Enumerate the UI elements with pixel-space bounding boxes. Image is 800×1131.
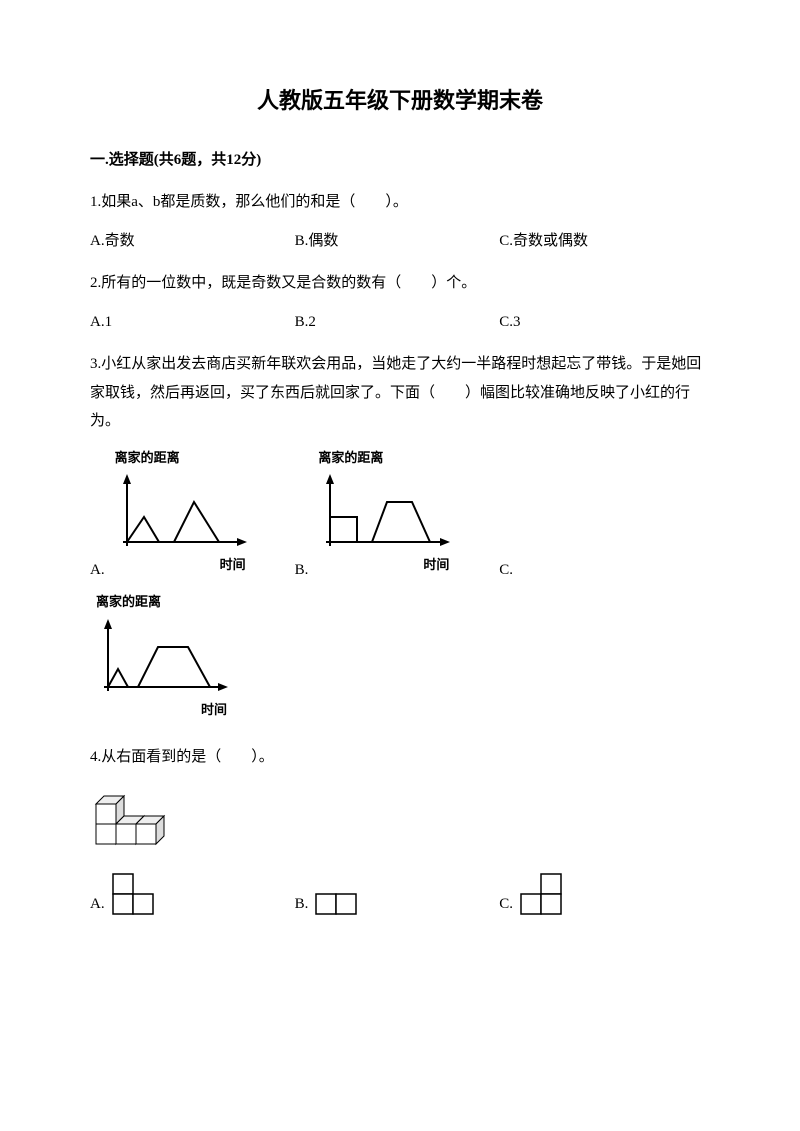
q2-text: 2.所有的一位数中，既是奇数又是合数的数有（ ）个。: [90, 269, 710, 298]
q1-opt-b: B.偶数: [295, 227, 500, 256]
q3-opt-c: C.: [499, 556, 704, 585]
q4-opt-c-label: C.: [499, 890, 513, 919]
q3-opt-a: A. 离家的距离 时间: [90, 446, 295, 584]
q3-chart-c-ylabel: 离家的距离: [96, 590, 235, 615]
q3-chart-a-svg: [109, 472, 254, 557]
q3-opt-b-label: B.: [295, 556, 309, 585]
q2-opt-a: A.1: [90, 308, 295, 337]
section-heading: 一.选择题(共6题，共12分): [90, 146, 710, 175]
question-3: 3.小红从家出发去商店买新年联欢会用品，当她走了大约一半路程时想起忘了带钱。于是…: [90, 350, 710, 728]
question-2: 2.所有的一位数中，既是奇数又是合数的数有（ ）个。 A.1 B.2 C.3: [90, 269, 710, 336]
q3-chart-a: 离家的距离 时间: [109, 446, 254, 578]
q1-options: A.奇数 B.偶数 C.奇数或偶数: [90, 227, 710, 256]
q3-opt-c-label: C.: [499, 556, 513, 585]
q2-opt-c: C.3: [499, 308, 704, 337]
q3-chart-c-xlabel: 时间: [90, 698, 235, 723]
q3-chart-b-xlabel: 时间: [312, 553, 457, 578]
q4-cube-svg: [90, 785, 190, 850]
q3-chart-c: 离家的距离 时间: [90, 590, 235, 722]
q1-opt-a: A.奇数: [90, 227, 295, 256]
question-4: 4.从右面看到的是（ ）。: [90, 743, 710, 919]
q3-text: 3.小红从家出发去商店买新年联欢会用品，当她走了大约一半路程时想起忘了带钱。于是…: [90, 350, 710, 436]
q4-shape-c: [519, 872, 569, 918]
q3-opt-b: B. 离家的距离 时间: [295, 446, 500, 584]
q3-opt-c-chart-wrap: 离家的距离 时间: [90, 590, 295, 728]
q3-chart-b-svg: [312, 472, 457, 557]
q4-shape-a: [111, 872, 161, 918]
q4-opt-a-label: A.: [90, 890, 105, 919]
q3-chart-a-xlabel: 时间: [109, 553, 254, 578]
q3-opt-a-label: A.: [90, 556, 105, 585]
q1-opt-c: C.奇数或偶数: [499, 227, 704, 256]
q4-opt-c: C.: [499, 872, 704, 918]
q2-options: A.1 B.2 C.3: [90, 308, 710, 337]
q3-options-row2: 离家的距离 时间: [90, 590, 710, 728]
q4-opt-b: B.: [295, 890, 500, 919]
q4-shape-b: [314, 892, 364, 918]
page-title: 人教版五年级下册数学期末卷: [90, 80, 710, 122]
q4-opt-b-label: B.: [295, 890, 309, 919]
q3-chart-c-svg: [90, 617, 235, 702]
q4-opt-a: A.: [90, 872, 295, 918]
q3-chart-a-ylabel: 离家的距离: [115, 446, 254, 471]
q4-cube-figure: [90, 785, 710, 850]
q1-text: 1.如果a、b都是质数，那么他们的和是（ ）。: [90, 188, 710, 217]
q3-chart-b: 离家的距离 时间: [312, 446, 457, 578]
q4-options: A. B. C.: [90, 872, 710, 918]
q2-opt-b: B.2: [295, 308, 500, 337]
question-1: 1.如果a、b都是质数，那么他们的和是（ ）。 A.奇数 B.偶数 C.奇数或偶…: [90, 188, 710, 255]
q3-chart-b-ylabel: 离家的距离: [318, 446, 457, 471]
q4-text: 4.从右面看到的是（ ）。: [90, 743, 710, 772]
q3-options-row1: A. 离家的距离 时间 B. 离家的距离: [90, 446, 710, 584]
